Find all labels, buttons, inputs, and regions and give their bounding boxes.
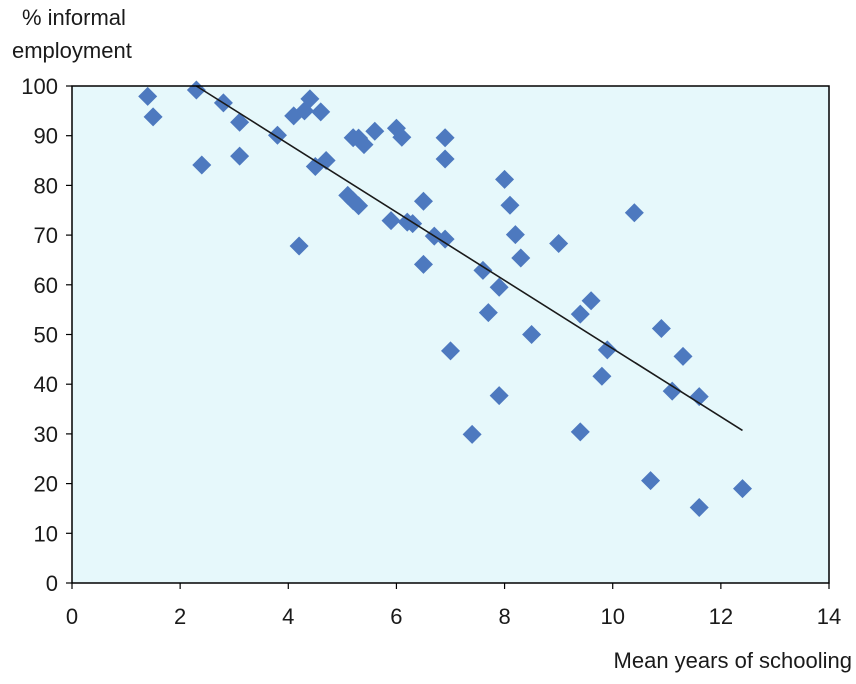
data-point xyxy=(230,146,250,166)
x-tick-label: 12 xyxy=(709,604,733,629)
data-point xyxy=(192,155,212,175)
data-point xyxy=(392,127,412,147)
trend-line xyxy=(195,85,743,432)
data-point xyxy=(689,387,709,407)
data-point xyxy=(413,254,433,274)
y-axis-title-line-2: employment xyxy=(12,38,132,63)
data-point xyxy=(381,211,401,231)
data-point xyxy=(673,346,693,366)
data-point xyxy=(592,366,612,386)
y-tick-label: 70 xyxy=(34,223,58,248)
y-axis-ticks: 0 10 20 30 40 50 60 70 80 90 100 xyxy=(21,74,72,596)
data-point xyxy=(597,340,617,360)
data-point xyxy=(511,248,531,268)
data-point xyxy=(435,128,455,148)
plot-frame xyxy=(71,85,830,584)
x-tick-label: 8 xyxy=(498,604,510,629)
data-point xyxy=(549,234,569,254)
y-tick-label: 100 xyxy=(21,74,58,99)
data-point xyxy=(435,229,455,249)
data-point xyxy=(581,291,601,311)
data-point xyxy=(689,497,709,517)
x-tick-label: 0 xyxy=(66,604,78,629)
x-tick-label: 10 xyxy=(600,604,624,629)
data-point xyxy=(441,341,460,361)
y-tick-label: 0 xyxy=(46,571,58,596)
data-point xyxy=(300,89,320,109)
y-axis-title-line-1: % informal xyxy=(22,5,126,30)
data-point xyxy=(662,381,682,401)
data-point xyxy=(505,225,525,245)
data-point xyxy=(365,121,385,141)
x-tick-label: 4 xyxy=(282,604,294,629)
data-point xyxy=(435,149,455,169)
data-point xyxy=(462,424,482,444)
data-point xyxy=(138,86,158,106)
x-axis-ticks: 0 2 4 6 8 10 12 14 xyxy=(66,583,841,629)
y-tick-label: 40 xyxy=(34,372,58,397)
x-tick-label: 2 xyxy=(174,604,186,629)
data-point xyxy=(413,191,433,211)
y-tick-label: 80 xyxy=(34,173,58,198)
data-point xyxy=(478,303,498,323)
data-point xyxy=(570,422,590,442)
y-tick-label: 30 xyxy=(34,422,58,447)
data-point xyxy=(522,325,542,344)
data-point xyxy=(641,471,661,491)
data-point xyxy=(489,386,509,406)
data-point xyxy=(349,196,369,216)
data-point xyxy=(624,203,644,223)
data-point xyxy=(473,260,493,280)
data-point xyxy=(230,112,250,132)
data-point xyxy=(732,479,752,499)
x-axis-title: Mean years of schooling xyxy=(614,648,852,673)
data-point xyxy=(570,304,590,324)
data-point xyxy=(495,169,515,189)
data-point xyxy=(651,319,671,339)
y-tick-label: 20 xyxy=(34,472,58,497)
data-point xyxy=(489,277,509,297)
data-point xyxy=(500,195,520,215)
data-point xyxy=(311,102,331,122)
data-point xyxy=(289,236,309,256)
y-tick-label: 60 xyxy=(34,273,58,298)
data-point xyxy=(354,135,374,155)
x-tick-label: 14 xyxy=(817,604,841,629)
y-tick-label: 90 xyxy=(34,124,58,149)
data-point xyxy=(143,107,163,127)
y-tick-label: 10 xyxy=(34,521,58,546)
data-point xyxy=(186,80,206,100)
x-tick-label: 6 xyxy=(390,604,402,629)
y-tick-label: 50 xyxy=(34,323,58,348)
data-points xyxy=(138,80,752,517)
